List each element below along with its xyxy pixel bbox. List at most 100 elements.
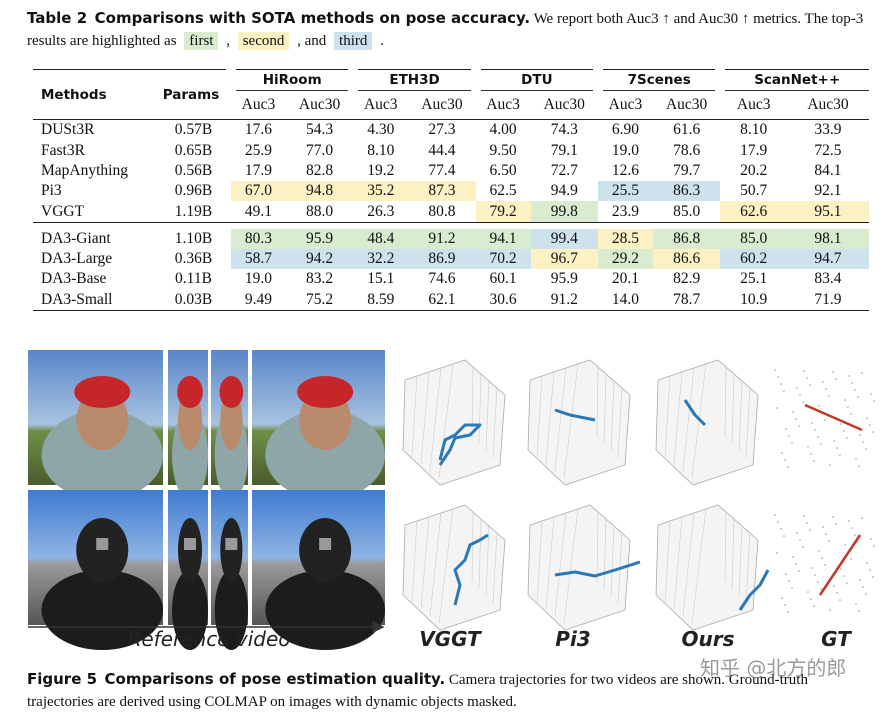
gt-point: [833, 440, 835, 442]
sub-header: Auc3: [736, 96, 771, 114]
trajectory: [683, 399, 707, 427]
gt-point: [818, 550, 820, 552]
gt-point: [855, 458, 857, 460]
plot-box: [527, 359, 631, 486]
trajectory: [738, 569, 770, 611]
cell: 70.2: [475, 248, 531, 270]
gt-point: [835, 378, 837, 380]
plot-box: [402, 504, 506, 631]
gt-point: [802, 546, 804, 548]
plot-grid: [731, 518, 735, 590]
plot-grid: [617, 387, 623, 459]
caption-text: We report both Auc3 ↑ and Auc30 ↑ metric…: [27, 11, 863, 50]
gt-point: [806, 377, 808, 379]
plot-grid: [738, 380, 743, 452]
person: [265, 410, 385, 500]
cell: 29.2: [598, 248, 653, 270]
gt-point: [787, 611, 789, 613]
gt-point: [839, 599, 841, 601]
cell: 94.2: [285, 248, 354, 270]
header-row: Methods Params HiRoom ETH3D DTU 7Scenes ScanNe…: [33, 68, 869, 120]
plot-grid: [738, 525, 743, 597]
cell: 82.8: [306, 162, 334, 180]
gt-point: [855, 603, 857, 605]
plot-grid: [691, 508, 707, 624]
gt-point: [832, 371, 834, 373]
gt-point: [821, 557, 823, 559]
cell: 14.0: [598, 289, 653, 311]
sub-header: Auc30: [543, 96, 585, 114]
plot-grid: [682, 512, 695, 617]
gt-trajectory: [818, 534, 862, 596]
params: 1.10B: [156, 221, 231, 249]
plot-grid: [745, 532, 751, 604]
cell: 49.1: [244, 202, 272, 220]
plot-grid: [745, 387, 751, 459]
gt-point: [776, 407, 778, 409]
gt-point: [813, 605, 815, 607]
cell: 4.30: [353, 119, 409, 141]
gt-point: [861, 372, 863, 374]
plot-grid: [731, 373, 735, 445]
gt-point: [780, 528, 782, 530]
group-header: ScanNet++: [715, 68, 869, 92]
plot-grid: [554, 367, 567, 472]
cell: 85.0: [673, 202, 701, 220]
gt-point: [862, 441, 864, 443]
plot-grid: [478, 373, 482, 445]
gt-point: [822, 381, 824, 383]
sub-header: Auc3: [241, 96, 276, 114]
gt-point: [848, 520, 850, 522]
cell: 94.7: [786, 248, 869, 270]
plot-grid: [492, 532, 498, 604]
cell: 91.2: [530, 289, 599, 311]
plot-grid: [429, 367, 442, 472]
plot-grid: [485, 525, 490, 597]
gt-point: [776, 552, 778, 554]
cell: 75.2: [285, 289, 354, 311]
method-label: Pi3: [555, 627, 590, 651]
data-row: DA3-Large 0.36B 58.7 94.2 32.2 86.9 70.2 96.7 29…: [33, 248, 869, 270]
plot-grid: [596, 511, 599, 583]
sub-header: Auc3: [486, 96, 520, 114]
hat: [177, 376, 203, 408]
data-row: DA3-Giant 1.10B 80.3 95.9 48.4 91.2 94.1 99.4 28…: [33, 221, 869, 249]
cell: 99.4: [530, 221, 599, 249]
cell: 92.1: [814, 182, 842, 200]
gt-point: [810, 598, 812, 600]
gt-point: [822, 526, 824, 528]
cell: 19.0: [244, 270, 272, 288]
plot-grid: [682, 367, 695, 472]
cell: 17.6: [231, 119, 286, 141]
gt-point: [847, 406, 849, 408]
cell: 99.8: [530, 201, 599, 223]
cell: 48.4: [353, 221, 409, 249]
cell: 60.1: [489, 270, 517, 288]
rider: [41, 570, 163, 650]
group-header: ETH3D: [348, 68, 476, 92]
gt-point: [803, 370, 805, 372]
params: 0.65B: [174, 141, 213, 159]
gt-point: [795, 418, 797, 420]
method-name: Pi3: [41, 182, 62, 200]
gt-point: [866, 417, 868, 419]
gt-point: [820, 588, 822, 590]
gt-point: [807, 591, 809, 593]
cell: 44.4: [428, 141, 456, 159]
gt-point: [791, 587, 793, 589]
person: [41, 410, 163, 500]
method-name: DA3-Base: [41, 270, 107, 288]
sub-header: Auc3: [363, 96, 398, 114]
method-name: VGGT: [41, 202, 85, 220]
cell: 4.00: [475, 119, 531, 141]
camera: [96, 538, 109, 550]
plot-grid: [664, 375, 671, 458]
params: 0.11B: [175, 270, 212, 288]
gt-point: [806, 522, 808, 524]
params: 0.36B: [174, 249, 213, 267]
gt-point: [792, 411, 794, 413]
gt-point: [840, 568, 842, 570]
table-title: Comparisons with SOTA methods on pose ac…: [94, 9, 531, 27]
figure-caption: Figure 5 Comparisons of pose estimation …: [27, 668, 877, 713]
table-caption: Table 2 Comparisons with SOTA methods on…: [27, 7, 877, 52]
